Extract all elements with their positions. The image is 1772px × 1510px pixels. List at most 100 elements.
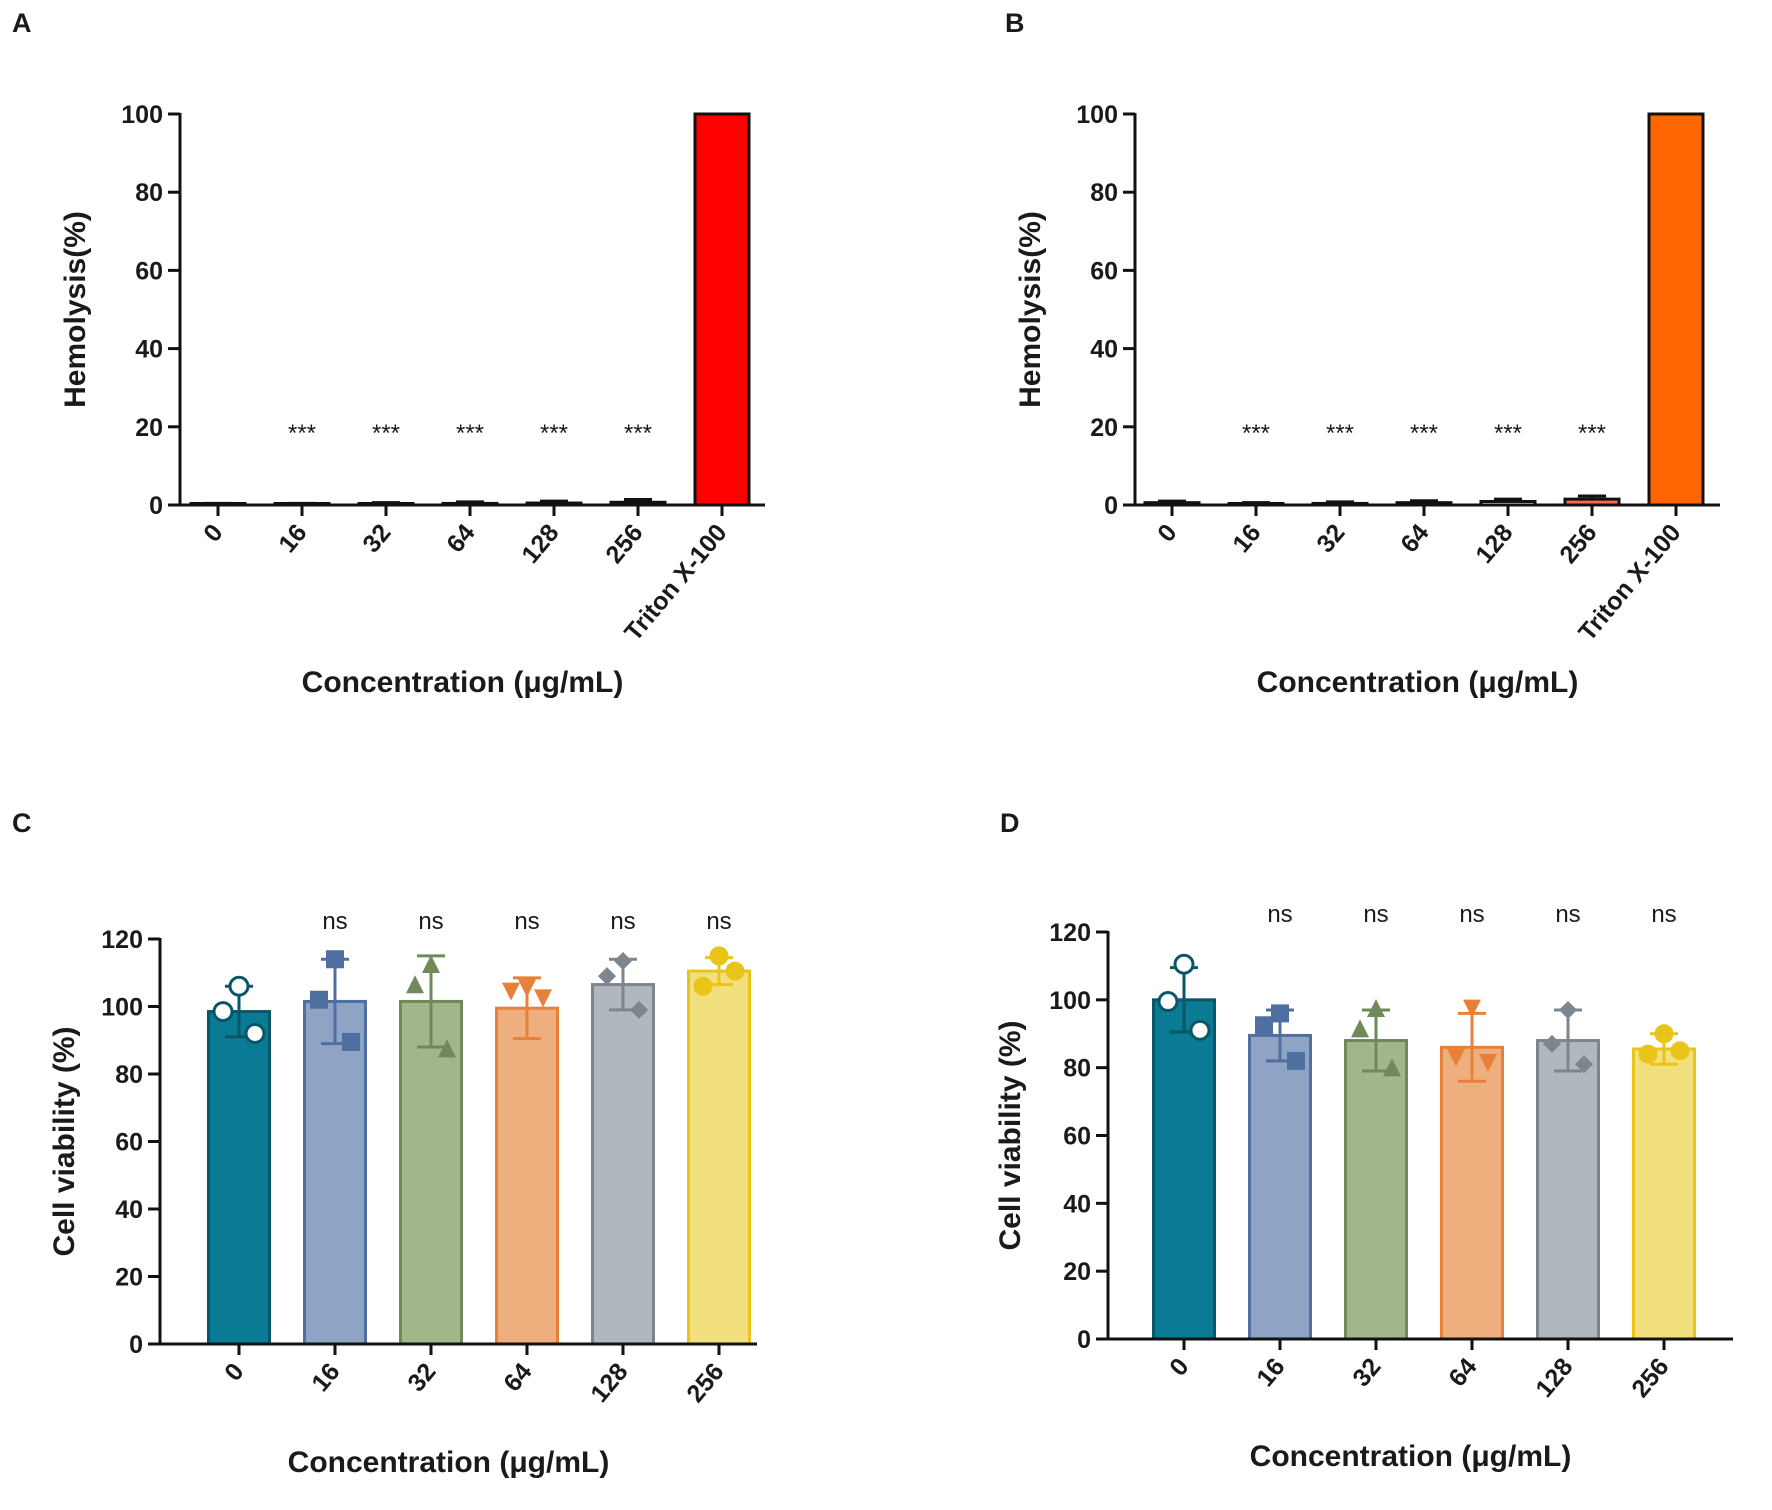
significance-label-128: *** — [1494, 420, 1522, 447]
significance-label-32: *** — [372, 420, 400, 447]
x-tick-label-32: 32 — [357, 519, 396, 558]
x-tick-label-16: 16 — [1251, 1353, 1290, 1392]
panel-letter-b: B — [1005, 8, 1025, 38]
y-tick-label-20: 20 — [1063, 1258, 1091, 1286]
significance-label-256: ns — [1651, 901, 1676, 928]
bar-Triton X-100 — [1647, 112, 1705, 507]
x-axis-title: Concentration (μg/mL) — [1257, 666, 1579, 699]
bar-16 — [303, 999, 367, 1346]
x-tick-label-128: 128 — [516, 519, 564, 569]
x-tick-label-0: 0 — [198, 519, 228, 548]
y-tick-label-0: 0 — [129, 1331, 143, 1359]
data-point-16-1 — [326, 950, 344, 969]
y-tick-label-60: 60 — [115, 1129, 143, 1157]
data-point-0-1 — [228, 975, 250, 997]
x-tick-label-256: 256 — [681, 1358, 729, 1408]
data-point-32-3 — [438, 1039, 456, 1058]
bar-0 — [207, 1010, 271, 1346]
y-tick-label-80: 80 — [1063, 1055, 1091, 1083]
data-point-32-3 — [1383, 1058, 1401, 1077]
y-tick-label-120: 120 — [1049, 919, 1091, 947]
panel-letter-a: A — [12, 8, 32, 38]
data-point-32-2 — [1351, 1019, 1369, 1038]
data-point-64-3 — [534, 989, 552, 1008]
significance-label-32: *** — [1326, 420, 1354, 447]
significance-label-256: *** — [624, 420, 652, 447]
y-axis-title: Cell viability (%) — [48, 1026, 81, 1256]
chart-c: 0 ns 16 ns 32 ns 64 ns 128 ns 256 0 20 40 60 80 100 120 Ce… — [48, 908, 757, 1479]
y-tick-label-20: 20 — [115, 1264, 143, 1292]
data-point-64-2 — [1447, 1048, 1465, 1067]
significance-label-256: ns — [706, 908, 731, 935]
data-point-128-2 — [1543, 1034, 1561, 1053]
y-tick-label-80: 80 — [135, 179, 163, 207]
panel-letter-c: C — [12, 808, 32, 838]
significance-label-16: ns — [1267, 901, 1292, 928]
data-point-0-3 — [1189, 1019, 1211, 1041]
bar-32 — [399, 999, 463, 1346]
y-tick-label-40: 40 — [135, 336, 163, 364]
x-tick-label-0: 0 — [1164, 1353, 1194, 1382]
significance-label-16: *** — [1242, 420, 1270, 447]
data-point-128-3 — [630, 1000, 648, 1019]
data-point-64-1 — [518, 979, 536, 998]
y-tick-label-40: 40 — [1090, 336, 1118, 364]
x-tick-label-32: 32 — [402, 1358, 441, 1397]
y-axis-title: Hemolysis(%) — [1014, 211, 1047, 408]
x-axis-title: Concentration (μg/mL) — [288, 1446, 610, 1479]
y-tick-label-60: 60 — [1063, 1123, 1091, 1151]
bar-256 — [1632, 1047, 1696, 1341]
y-tick-label-20: 20 — [135, 414, 163, 442]
x-tick-label-32: 32 — [1311, 519, 1350, 558]
x-tick-label-256: 256 — [600, 519, 648, 569]
significance-label-128: ns — [610, 908, 635, 935]
data-point-16-3 — [342, 1032, 360, 1051]
x-tick-label-64: 64 — [1443, 1353, 1482, 1392]
y-tick-label-100: 100 — [1049, 987, 1091, 1015]
significance-label-256: *** — [1578, 420, 1606, 447]
data-point-16-2 — [310, 990, 328, 1009]
data-point-256-3 — [725, 961, 745, 981]
data-point-64-2 — [502, 982, 520, 1001]
y-tick-label-40: 40 — [1063, 1190, 1091, 1218]
significance-label-64: *** — [456, 420, 484, 447]
bar-128 — [591, 983, 655, 1346]
x-tick-label-256: 256 — [1626, 1353, 1674, 1403]
bar-Triton X-100 — [693, 112, 751, 507]
data-point-128-1 — [614, 951, 632, 970]
y-tick-label-100: 100 — [1076, 101, 1118, 129]
data-point-0-2 — [212, 1001, 234, 1023]
data-point-256-1 — [1654, 1024, 1674, 1044]
bar-256 — [687, 969, 751, 1346]
data-point-32-1 — [1367, 999, 1385, 1018]
y-tick-label-40: 40 — [115, 1196, 143, 1224]
panel-letter-d: D — [1000, 808, 1020, 838]
y-tick-label-120: 120 — [101, 926, 143, 954]
data-point-64-3 — [1479, 1053, 1497, 1072]
data-point-16-3 — [1287, 1051, 1305, 1070]
data-point-32-1 — [422, 955, 440, 973]
x-tick-label-16: 16 — [306, 1358, 345, 1397]
x-tick-label-128: 128 — [1470, 519, 1518, 569]
data-point-16-1 — [1271, 1004, 1289, 1023]
y-tick-label-80: 80 — [1090, 179, 1118, 207]
x-tick-label-0: 0 — [219, 1358, 249, 1387]
x-axis-title: Concentration (μg/mL) — [1250, 1440, 1572, 1473]
y-tick-label-20: 20 — [1090, 414, 1118, 442]
x-tick-label-128: 128 — [1530, 1353, 1578, 1403]
data-point-256-2 — [1638, 1044, 1658, 1064]
y-tick-label-60: 60 — [135, 257, 163, 285]
data-point-128-2 — [598, 967, 616, 986]
data-point-0-3 — [244, 1023, 266, 1044]
significance-label-128: *** — [540, 420, 568, 447]
x-tick-label-128: 128 — [585, 1358, 633, 1408]
significance-label-32: ns — [1363, 901, 1388, 928]
data-point-128-1 — [1559, 1001, 1577, 1020]
data-point-256-1 — [709, 946, 729, 966]
data-point-64-1 — [1463, 999, 1481, 1018]
x-tick-label-64: 64 — [1395, 519, 1434, 558]
y-tick-label-0: 0 — [1104, 492, 1118, 520]
significance-label-128: ns — [1555, 901, 1580, 928]
